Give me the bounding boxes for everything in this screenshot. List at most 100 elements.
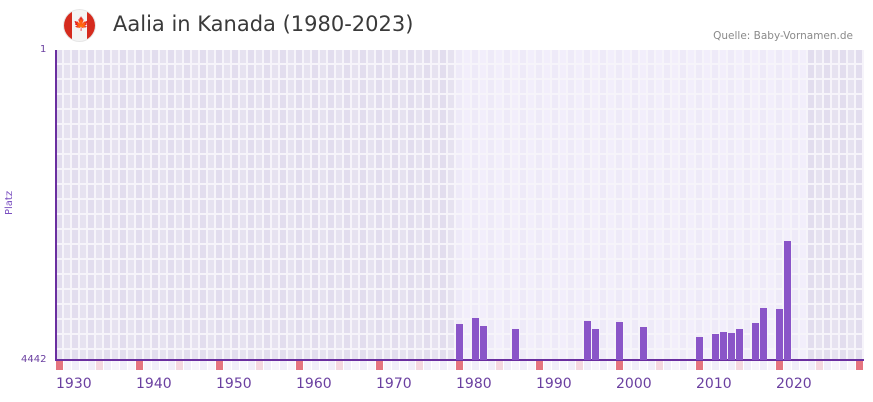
bar-1997[interactable]: [592, 329, 599, 360]
grid-column: [648, 50, 656, 360]
source-link[interactable]: Quelle: Baby-Vornamen.de: [713, 30, 853, 42]
year-marker: [496, 361, 503, 370]
grid-column: [624, 50, 632, 360]
grid-column: [584, 50, 592, 360]
bar-2020[interactable]: [776, 308, 783, 360]
year-marker: [472, 361, 479, 370]
bar-1996[interactable]: [584, 320, 591, 360]
year-marker: [408, 361, 415, 370]
year-marker: [400, 361, 407, 370]
grid-column: [528, 50, 536, 360]
year-marker: [112, 361, 119, 370]
bar-2014[interactable]: [728, 332, 735, 360]
year-marker: [240, 361, 247, 370]
bar-1982[interactable]: [472, 317, 479, 360]
bar-2012[interactable]: [712, 334, 719, 360]
grid-column: [88, 50, 96, 360]
year-marker: [800, 361, 807, 370]
bar-2013[interactable]: [720, 332, 727, 360]
grid-column: [336, 50, 344, 360]
year-marker: [88, 361, 95, 370]
grid-column: [352, 50, 360, 360]
grid-column: [392, 50, 400, 360]
year-marker: [680, 361, 687, 370]
grid-column: [568, 50, 576, 360]
grid-column: [312, 50, 320, 360]
year-marker: [272, 361, 279, 370]
bar-2010[interactable]: [696, 337, 703, 360]
year-marker: [184, 361, 191, 370]
x-tick-label: 1970: [376, 376, 412, 392]
grid-column: [360, 50, 368, 360]
bar-2000[interactable]: [616, 322, 623, 360]
year-marker: [560, 361, 567, 370]
year-marker: [648, 361, 655, 370]
year-marker: [760, 361, 767, 370]
grid-column: [712, 50, 720, 360]
grid-column: [664, 50, 672, 360]
year-marker: [176, 361, 183, 370]
grid-column: [728, 50, 736, 360]
bar-2003[interactable]: [640, 326, 647, 360]
year-marker: [56, 361, 63, 370]
year-marker: [128, 361, 135, 370]
year-marker: [296, 361, 303, 370]
grid-column: [280, 50, 288, 360]
grid-column: [552, 50, 560, 360]
year-marker: [640, 361, 647, 370]
grid-column: [192, 50, 200, 360]
year-marker: [136, 361, 143, 370]
year-marker: [200, 361, 207, 370]
year-marker: [592, 361, 599, 370]
x-tick-label: 1960: [296, 376, 332, 392]
grid-column: [472, 50, 480, 360]
grid-column: [152, 50, 160, 360]
grid-column: [576, 50, 584, 360]
grid-column: [272, 50, 280, 360]
grid-column: [240, 50, 248, 360]
year-marker: [328, 361, 335, 370]
bar-2017[interactable]: [752, 323, 759, 360]
year-marker: [688, 361, 695, 370]
grid-column: [440, 50, 448, 360]
grid-column: [208, 50, 216, 360]
grid-column: [600, 50, 608, 360]
grid-column: [456, 50, 464, 360]
year-marker: [120, 361, 127, 370]
grid-column: [168, 50, 176, 360]
plot-area: [56, 50, 864, 360]
y-axis-label: Platz: [4, 190, 15, 215]
grid-column: [520, 50, 528, 360]
x-tick-label: 2010: [696, 376, 732, 392]
year-marker: [480, 361, 487, 370]
grid-column: [56, 50, 64, 360]
bar-2015[interactable]: [736, 329, 743, 360]
year-marker: [576, 361, 583, 370]
grid-column: [752, 50, 760, 360]
year-marker: [528, 361, 535, 370]
grid-column: [256, 50, 264, 360]
y-tick-top: 1: [40, 44, 47, 55]
grid-column: [800, 50, 808, 360]
grid-column: [424, 50, 432, 360]
grid-column: [696, 50, 704, 360]
year-marker: [264, 361, 271, 370]
bar-2018[interactable]: [760, 307, 767, 360]
year-marker: [672, 361, 679, 370]
grid-column: [488, 50, 496, 360]
year-marker: [856, 361, 863, 370]
year-marker: [536, 361, 543, 370]
grid-column: [560, 50, 568, 360]
grid-column: [688, 50, 696, 360]
bar-1987[interactable]: [512, 329, 519, 360]
bar-2021[interactable]: [784, 240, 791, 360]
year-marker: [288, 361, 295, 370]
grid-column: [608, 50, 616, 360]
bar-1983[interactable]: [480, 326, 487, 360]
bar-1980[interactable]: [456, 323, 463, 360]
grid-column: [448, 50, 456, 360]
year-marker: [160, 361, 167, 370]
x-tick-label: 1950: [216, 376, 252, 392]
grid-column: [792, 50, 800, 360]
grid-column: [776, 50, 784, 360]
